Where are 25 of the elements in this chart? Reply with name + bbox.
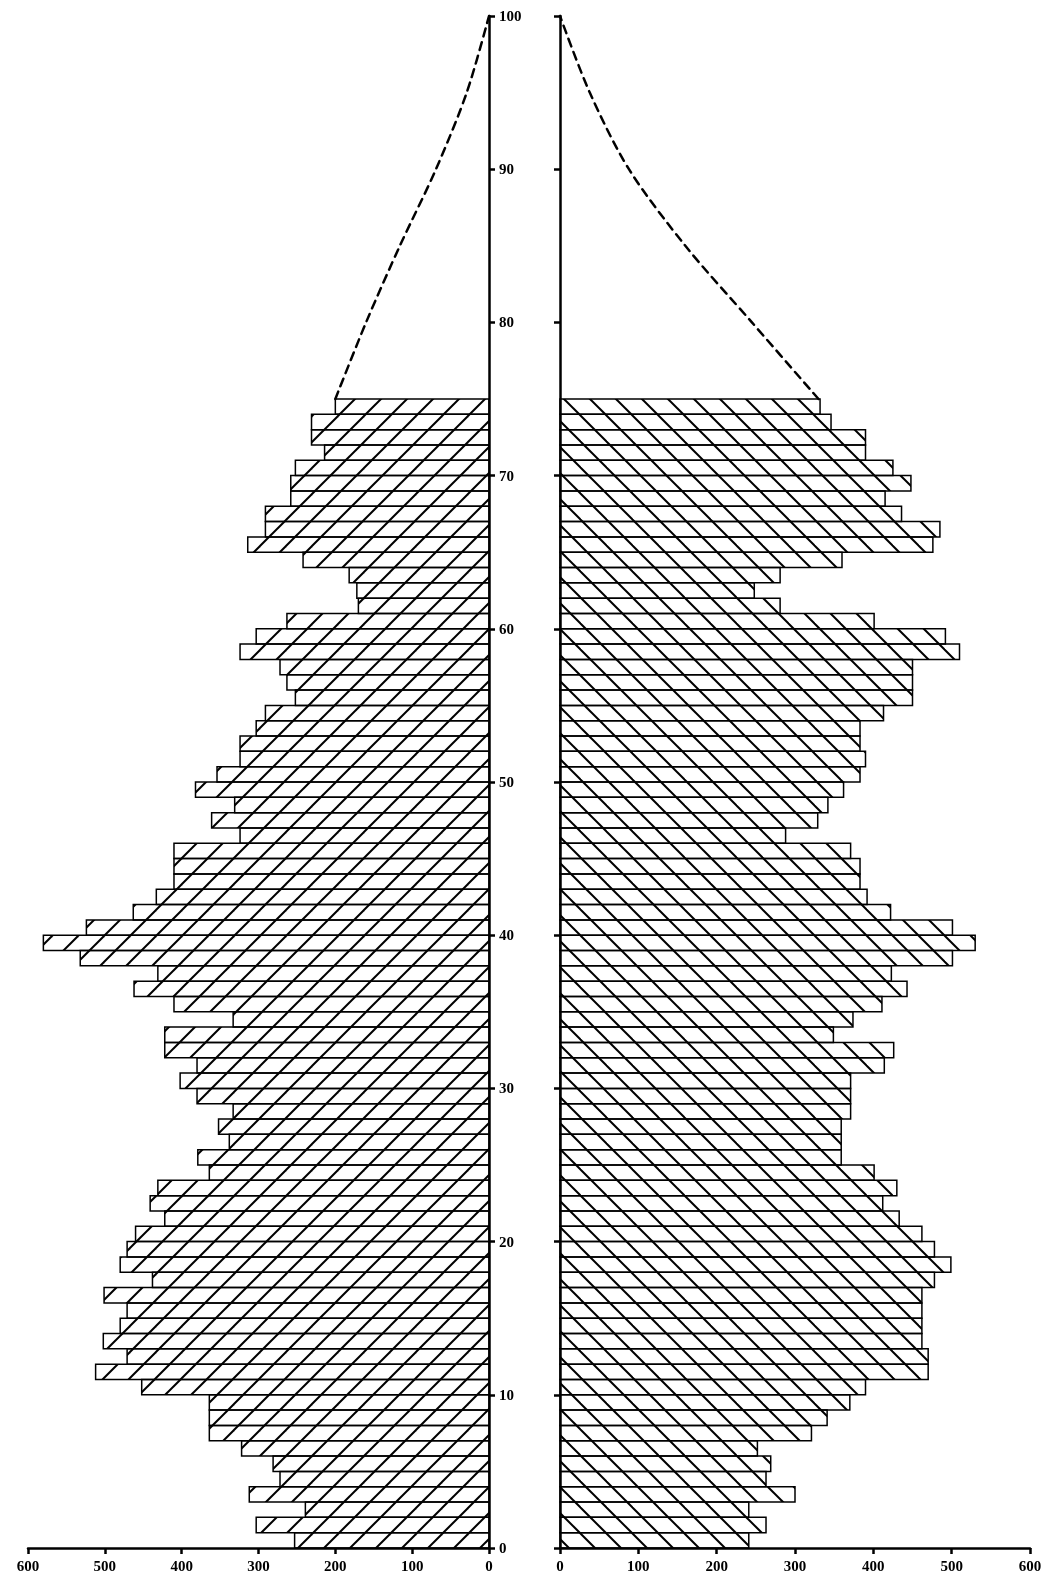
- y-tick-label: 100: [499, 8, 522, 24]
- x-tick-label: 100: [627, 1557, 650, 1574]
- y-tick-label: 20: [499, 1233, 514, 1250]
- x-tick-label: 600: [1018, 1557, 1042, 1574]
- x-tick-label: 500: [940, 1557, 963, 1574]
- x-tick-label: 600: [16, 1557, 40, 1574]
- y-tick-label: 80: [499, 314, 514, 331]
- x-tick-label: 300: [247, 1557, 270, 1574]
- x-tick-label: 300: [783, 1557, 807, 1574]
- x-tick-label: 400: [170, 1557, 193, 1574]
- x-tick-label: 500: [93, 1557, 117, 1574]
- y-tick-label: 50: [499, 774, 514, 790]
- x-tick-label: 200: [705, 1557, 728, 1574]
- x-tick-label: 100: [400, 1557, 424, 1574]
- x-tick-label: 400: [862, 1557, 885, 1574]
- y-tick-label: 40: [499, 927, 514, 944]
- y-tick-label: 90: [499, 161, 514, 178]
- y-tick-label: 60: [499, 620, 514, 637]
- y-tick-label: 70: [499, 467, 514, 484]
- x-tick-label: 0: [485, 1557, 493, 1574]
- x-tick-label: 0: [556, 1557, 564, 1574]
- y-tick-label: 0: [499, 1540, 507, 1556]
- x-tick-label: 200: [324, 1557, 347, 1574]
- y-tick-label: 10: [499, 1386, 514, 1403]
- y-tick-label: 30: [499, 1080, 514, 1097]
